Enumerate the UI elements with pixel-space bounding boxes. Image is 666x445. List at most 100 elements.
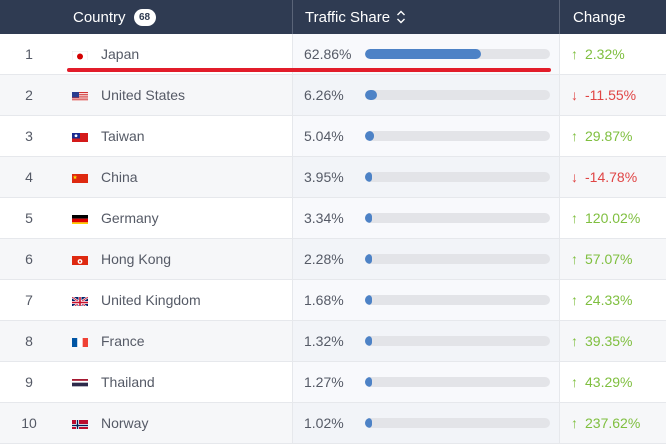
change-cell: ↑ 57.07% [559, 239, 666, 279]
rank-cell: 3 [25, 128, 33, 144]
change-cell: ↓ -14.78% [559, 157, 666, 197]
traffic-share-value: 1.68% [304, 292, 344, 308]
change-value: 57.07% [585, 251, 633, 267]
arrow-up-icon: ↑ [571, 374, 578, 390]
arrow-up-icon: ↑ [571, 210, 578, 226]
table-row[interactable]: 3 Taiwan 5.04% ↑ 29.87% [0, 116, 666, 157]
country-cell[interactable]: France [58, 321, 292, 361]
japan-flag-icon [72, 49, 88, 60]
country-cell[interactable]: United Kingdom [58, 280, 292, 320]
traffic-share-bar [365, 254, 550, 264]
table-row[interactable]: 1 Japan 62.86% ↑ 2.32% [0, 34, 666, 75]
traffic-share-bar-fill [365, 295, 373, 305]
country-cell[interactable]: China [58, 157, 292, 197]
country-cell[interactable]: Japan [58, 34, 292, 74]
table-row[interactable]: 5 Germany 3.34% ↑ 120.02% [0, 198, 666, 239]
traffic-share-bar [365, 418, 550, 428]
sort-updown-icon[interactable] [396, 10, 406, 24]
traffic-share-bar [365, 131, 550, 141]
country-cell[interactable]: United States [58, 75, 292, 115]
country-cell[interactable]: Taiwan [58, 116, 292, 156]
table-row[interactable]: 10 Norway 1.02% ↑ 237.62% [0, 403, 666, 444]
traffic-share-bar-fill [365, 336, 373, 346]
change-cell: ↑ 120.02% [559, 198, 666, 238]
traffic-share-cell: 1.68% [292, 280, 559, 320]
traffic-share-cell: 1.27% [292, 362, 559, 402]
change-value: -14.78% [585, 169, 638, 185]
rank-cell: 8 [25, 333, 33, 349]
change-cell: ↑ 2.32% [559, 34, 666, 74]
country-name: China [101, 169, 138, 185]
germany-flag-icon [72, 213, 88, 224]
traffic-share-value: 6.26% [304, 87, 344, 103]
table-row[interactable]: 4 China 3.95% ↓ -14.78% [0, 157, 666, 198]
traffic-share-cell: 1.32% [292, 321, 559, 361]
highlight-underline [67, 68, 551, 72]
change-value: 2.32% [585, 46, 625, 62]
traffic-share-bar [365, 90, 550, 100]
traffic-share-bar-fill [365, 49, 482, 59]
traffic-share-value: 1.27% [304, 374, 344, 390]
arrow-up-icon: ↑ [571, 251, 578, 267]
change-header: Change [559, 0, 666, 34]
country-cell[interactable]: Thailand [58, 362, 292, 402]
change-cell: ↑ 29.87% [559, 116, 666, 156]
table-row[interactable]: 9 Thailand 1.27% ↑ 43.29% [0, 362, 666, 403]
country-name: Norway [101, 415, 149, 431]
traffic-share-cell: 5.04% [292, 116, 559, 156]
traffic-share-cell: 6.26% [292, 75, 559, 115]
traffic-share-bar-fill [365, 131, 375, 141]
table-header: Country 68 Traffic Share Change [0, 0, 666, 34]
table-row[interactable]: 2 United States 6.26% ↓ -11.55% [0, 75, 666, 116]
taiwan-flag-icon [72, 131, 88, 142]
country-name: Germany [101, 210, 159, 226]
country-header[interactable]: Country 68 [58, 0, 292, 34]
rank-header [0, 0, 58, 34]
rank-cell: 2 [25, 87, 33, 103]
uk-flag-icon [72, 295, 88, 306]
change-value: 43.29% [585, 374, 633, 390]
country-name: United States [101, 87, 186, 103]
country-name: Taiwan [101, 128, 145, 144]
arrow-up-icon: ↑ [571, 128, 578, 144]
country-name: United Kingdom [101, 292, 201, 308]
table-row[interactable]: 7 United Kingdom 1.68% ↑ 24.33% [0, 280, 666, 321]
traffic-share-bar-fill [365, 90, 377, 100]
traffic-share-value: 3.95% [304, 169, 344, 185]
traffic-share-value: 5.04% [304, 128, 344, 144]
arrow-up-icon: ↑ [571, 292, 578, 308]
table-row[interactable]: 6 Hong Kong 2.28% ↑ 57.07% [0, 239, 666, 280]
arrow-up-icon: ↑ [571, 46, 578, 62]
rank-cell: 4 [25, 169, 33, 185]
thailand-flag-icon [72, 377, 88, 388]
traffic-share-value: 2.28% [304, 251, 344, 267]
country-cell[interactable]: Norway [58, 403, 292, 443]
change-cell: ↑ 24.33% [559, 280, 666, 320]
traffic-share-bar-fill [365, 213, 373, 223]
china-flag-icon [72, 172, 88, 183]
traffic-share-value: 1.32% [304, 333, 344, 349]
arrow-down-icon: ↓ [571, 87, 578, 103]
rank-cell: 6 [25, 251, 33, 267]
rank-cell: 10 [21, 415, 37, 431]
traffic-share-bar-fill [365, 254, 373, 264]
traffic-share-bar [365, 213, 550, 223]
traffic-share-bar [365, 377, 550, 387]
table-row[interactable]: 8 France 1.32% ↑ 39.35% [0, 321, 666, 362]
arrow-down-icon: ↓ [571, 169, 578, 185]
rank-cell: 9 [25, 374, 33, 390]
traffic-share-value: 3.34% [304, 210, 344, 226]
change-cell: ↑ 237.62% [559, 403, 666, 443]
rank-cell: 5 [25, 210, 33, 226]
country-cell[interactable]: Hong Kong [58, 239, 292, 279]
traffic-share-header[interactable]: Traffic Share [292, 0, 559, 34]
traffic-share-cell: 1.02% [292, 403, 559, 443]
traffic-share-cell: 62.86% [292, 34, 559, 74]
traffic-share-bar [365, 336, 550, 346]
country-cell[interactable]: Germany [58, 198, 292, 238]
norway-flag-icon [72, 418, 88, 429]
usa-flag-icon [72, 90, 88, 101]
traffic-share-cell: 2.28% [292, 239, 559, 279]
table-body: 1 Japan 62.86% ↑ 2.32% 2 United States 6.26% ↓ -1… [0, 34, 666, 444]
